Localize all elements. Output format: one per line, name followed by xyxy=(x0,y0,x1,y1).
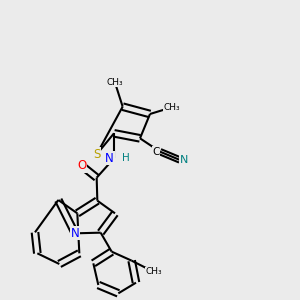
Text: S: S xyxy=(93,148,100,161)
Text: N: N xyxy=(70,227,80,240)
Text: C: C xyxy=(153,147,160,157)
Text: O: O xyxy=(77,159,86,172)
Text: N: N xyxy=(105,152,114,165)
Text: CH₃: CH₃ xyxy=(164,103,180,112)
Text: H: H xyxy=(122,153,130,163)
Text: CH₃: CH₃ xyxy=(107,78,123,87)
Text: N: N xyxy=(180,155,188,165)
Text: CH₃: CH₃ xyxy=(145,267,162,276)
